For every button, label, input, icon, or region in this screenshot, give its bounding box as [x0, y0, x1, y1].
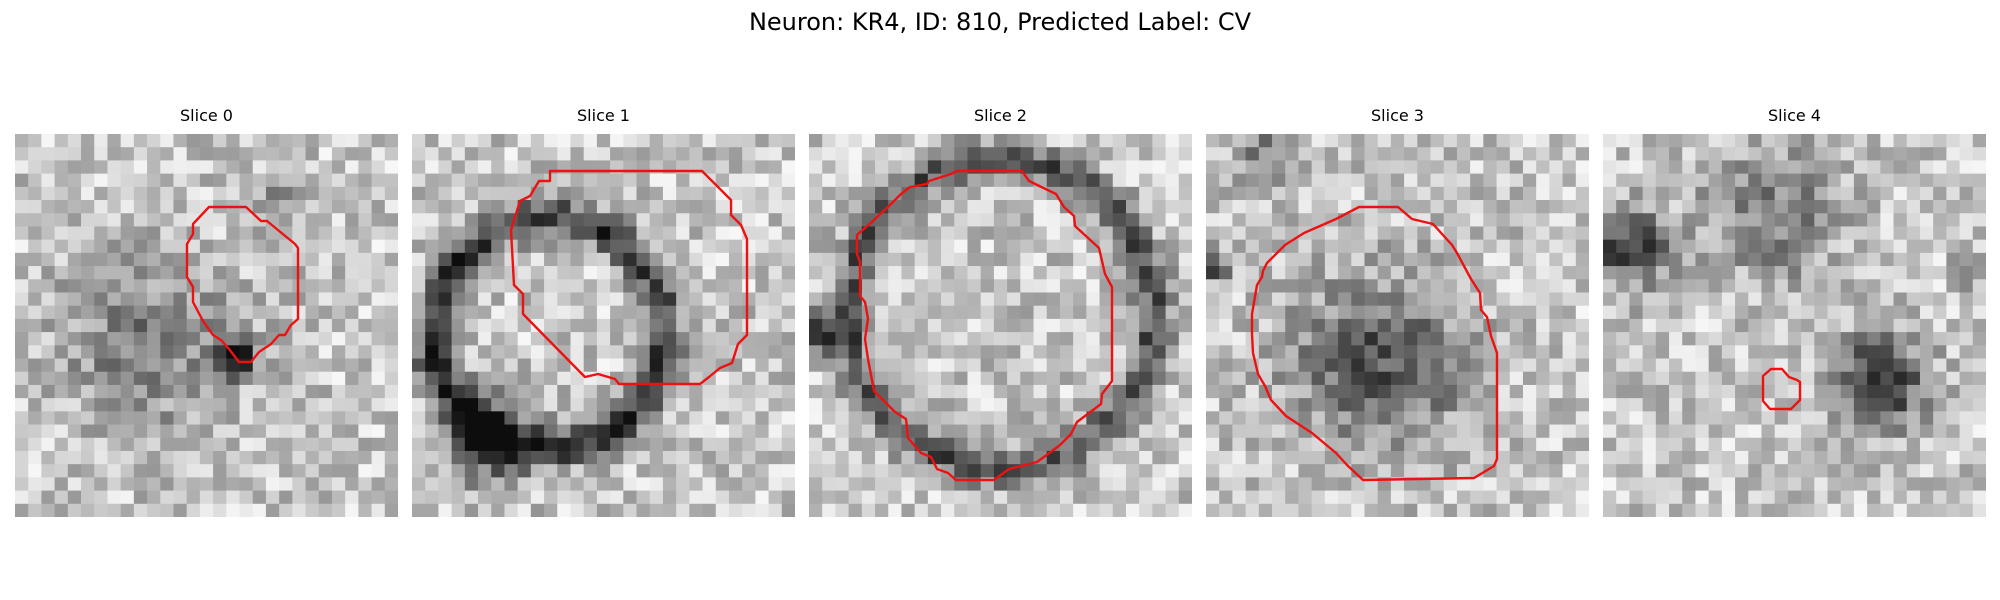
panel-title: Slice 0	[180, 106, 233, 125]
figure-title: Neuron: KR4, ID: 810, Predicted Label: C…	[748, 8, 1252, 36]
slice-image	[15, 134, 398, 517]
slice-image	[412, 134, 795, 517]
panel-title: Slice 2	[974, 106, 1027, 125]
roi-contour	[509, 169, 749, 386]
grayscale-pixels	[1603, 134, 1986, 517]
roi-contour	[1250, 205, 1499, 482]
grayscale-pixels	[15, 134, 398, 517]
panel-title: Slice 1	[577, 106, 630, 125]
slice-image	[1603, 134, 1986, 517]
slice-image	[809, 134, 1192, 517]
slice-image	[1206, 134, 1589, 517]
roi-contour	[1761, 367, 1802, 411]
panel-title: Slice 4	[1768, 106, 1821, 125]
grayscale-pixels	[412, 134, 795, 517]
roi-contour	[185, 205, 300, 364]
panel-title: Slice 3	[1371, 106, 1424, 125]
grayscale-pixels	[1206, 134, 1589, 517]
roi-contour	[855, 169, 1114, 482]
